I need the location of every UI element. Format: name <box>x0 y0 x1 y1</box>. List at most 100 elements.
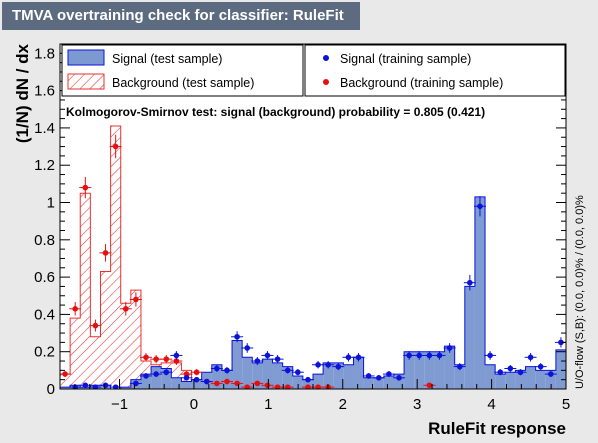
y-tick-label: 0.4 <box>34 306 55 323</box>
signal-train-point <box>203 378 210 385</box>
signal-test-bar <box>292 375 303 389</box>
signal-train-point <box>295 369 301 376</box>
chart-title: TMVA overtraining check for classifier: … <box>2 2 360 30</box>
signal-test-bar <box>120 387 131 389</box>
signal-train-point <box>92 384 99 389</box>
signal-test-bar <box>474 196 486 389</box>
signal-train-point <box>548 371 554 377</box>
background-test-bar <box>120 303 131 389</box>
signal-train-point <box>274 356 281 362</box>
signal-train-point <box>102 382 109 389</box>
background-train-point <box>214 380 220 387</box>
background-train-point <box>244 384 251 389</box>
background-train-point <box>163 356 170 362</box>
background-test-bar <box>100 271 111 389</box>
background-train-point <box>133 296 139 303</box>
signal-train-point <box>305 376 311 383</box>
background-train-point <box>193 369 200 376</box>
signal-test-bar <box>383 375 394 389</box>
signal-test-bar <box>272 362 283 389</box>
background-train-point <box>72 306 78 312</box>
signal-test-bar <box>424 351 435 389</box>
signal-train-point <box>365 373 372 379</box>
background-test-bar <box>70 318 81 389</box>
background-train-point <box>274 384 281 389</box>
legend-background-train-label: Background (training sample) <box>340 76 503 90</box>
signal-test-bar <box>323 362 334 389</box>
legend-signal-test-label: Signal (test sample) <box>112 52 222 66</box>
background-test-bar <box>80 193 91 389</box>
signal-train-point <box>173 352 180 359</box>
background-train-point <box>284 384 291 389</box>
x-tick-label: 1 <box>264 396 272 413</box>
signal-train-point <box>264 352 271 359</box>
y-tick-label: 1.8 <box>34 45 55 62</box>
signal-test-bar <box>181 381 192 389</box>
y-tick-label: 1.4 <box>34 120 55 137</box>
signal-train-point <box>446 345 453 351</box>
x-tick-label: 0 <box>190 396 198 413</box>
signal-test-bar <box>242 357 253 389</box>
signal-train-point <box>193 376 200 383</box>
background-test-bar <box>60 374 71 389</box>
points-layer <box>60 134 566 389</box>
signal-test-bar <box>333 362 344 389</box>
background-train-point <box>82 184 89 191</box>
signal-train-point <box>507 365 514 372</box>
x-tick-label: 4 <box>487 396 495 413</box>
signal-test-bar <box>252 362 263 389</box>
signal-train-point <box>355 354 362 361</box>
signal-test-bar <box>282 366 293 389</box>
signal-test-bar <box>262 359 273 389</box>
background-test-bar <box>90 336 101 389</box>
signal-test-bar <box>555 349 566 389</box>
background-train-point <box>305 384 311 389</box>
signal-train-point <box>537 363 544 370</box>
signal-test-bar <box>485 364 496 389</box>
y-tick-label: 1.2 <box>34 157 55 174</box>
signal-train-point <box>234 333 240 340</box>
legend-signal-test-swatch <box>67 49 105 66</box>
background-test-bar <box>171 362 182 389</box>
background-train-point <box>143 354 149 361</box>
signal-train-point <box>82 382 89 389</box>
signal-train-point <box>517 369 524 376</box>
signal-train-point <box>325 361 331 368</box>
signal-train-point <box>224 367 230 374</box>
legend-train <box>304 44 566 97</box>
signal-train-point <box>558 339 564 346</box>
signal-train-point <box>426 352 433 359</box>
background-train-point <box>122 306 129 312</box>
legend-background-test-swatch <box>67 73 105 90</box>
signal-test-bar <box>343 364 354 389</box>
background-train-point <box>264 382 271 389</box>
y-tick-label: 0.2 <box>34 344 55 361</box>
signal-train-point <box>163 369 170 376</box>
legend-signal-train-label: Signal (training sample) <box>340 52 471 66</box>
background-test-bar <box>110 126 121 389</box>
signal-train-point <box>386 371 392 377</box>
y-tick-label: 0.6 <box>34 269 55 286</box>
signal-test-bar <box>353 357 364 389</box>
legend-signal-train-marker <box>323 55 329 61</box>
background-train-point <box>112 143 119 150</box>
signal-test-bar <box>525 366 536 389</box>
signal-test-bar <box>404 351 415 389</box>
y-axis-label: (1/N) dN / dx <box>13 43 32 143</box>
y-tick-label: 1 <box>47 195 55 212</box>
signal-test-bar <box>535 370 546 389</box>
signal-train-point <box>214 365 220 372</box>
signal-train-point <box>436 352 443 359</box>
background-train-point <box>224 378 230 385</box>
signal-train-point <box>153 371 159 377</box>
legend-background-train-marker <box>323 79 329 85</box>
signal-test-bar <box>454 364 465 389</box>
signal-train-point <box>112 384 119 389</box>
signal-train-point <box>183 375 190 381</box>
y-tick-label: 0 <box>47 381 55 398</box>
signal-train-point <box>345 354 352 361</box>
signal-train-point <box>406 352 412 359</box>
x-tick-label: 3 <box>413 396 421 413</box>
signal-test-bar <box>161 368 172 389</box>
signal-test-bar <box>414 351 425 389</box>
